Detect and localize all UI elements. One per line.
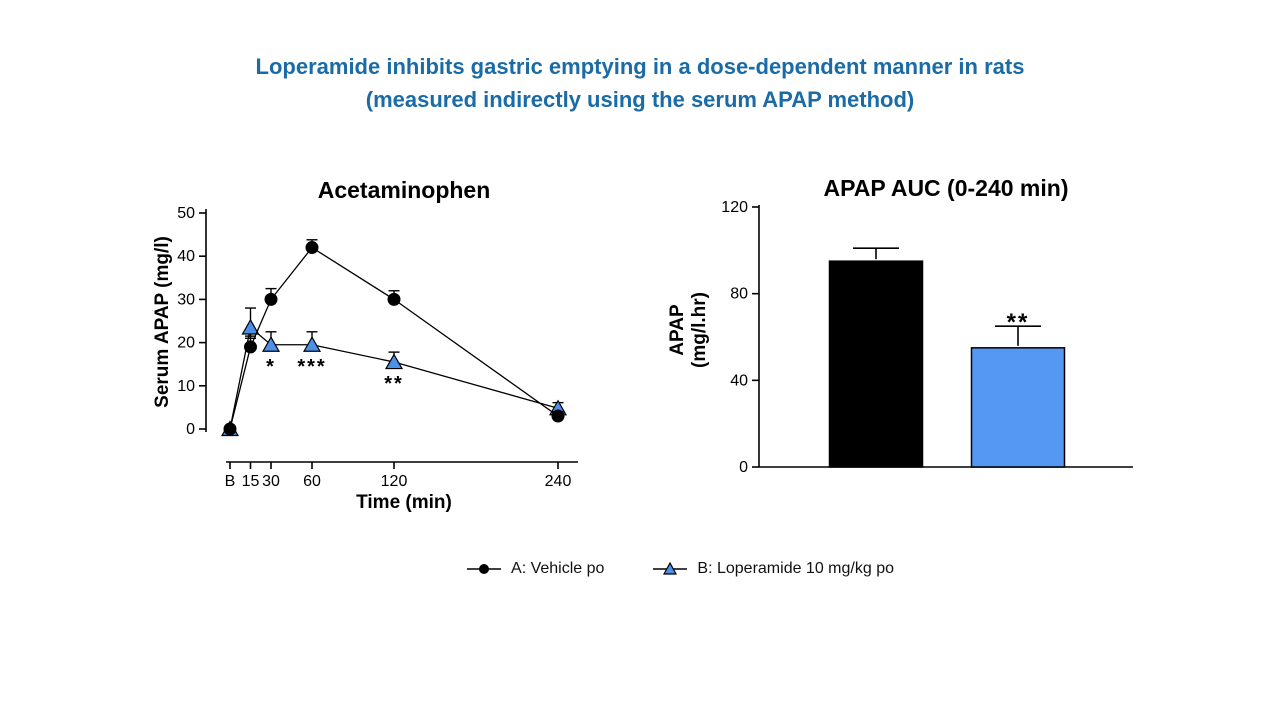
chart-legend: A: Vehicle po B: Loperamide 10 mg/kg po bbox=[40, 560, 1280, 578]
svg-text:50: 50 bbox=[177, 205, 195, 222]
svg-text:120: 120 bbox=[381, 473, 408, 490]
svg-text:Time (min): Time (min) bbox=[356, 492, 452, 513]
svg-text:Serum APAP (mg/l): Serum APAP (mg/l) bbox=[152, 236, 173, 408]
svg-text:**: ** bbox=[384, 373, 404, 395]
svg-text:(mg/l.hr): (mg/l.hr) bbox=[689, 292, 710, 368]
svg-text:80: 80 bbox=[730, 286, 748, 303]
svg-text:0: 0 bbox=[186, 421, 195, 438]
svg-text:120: 120 bbox=[721, 199, 748, 216]
legend-item-vehicle: A: Vehicle po bbox=[466, 560, 604, 578]
legend-label-loperamide: B: Loperamide 10 mg/kg po bbox=[697, 560, 894, 577]
apap-auc-bar-chart: 0 40 80 120 APAP AUC (0-240 min) APAP (mg/l.hr… bbox=[667, 175, 1133, 476]
svg-text:APAP AUC (0-240 min): APAP AUC (0-240 min) bbox=[824, 175, 1069, 201]
triangle-marker-icon bbox=[653, 561, 688, 575]
svg-text:Acetaminophen: Acetaminophen bbox=[318, 177, 491, 203]
circle-marker-icon bbox=[467, 564, 502, 574]
svg-text:B: B bbox=[225, 473, 236, 490]
svg-text:40: 40 bbox=[730, 372, 748, 389]
slide-title-line1: Loperamide inhibits gastric emptying in … bbox=[255, 54, 1025, 79]
svg-text:0: 0 bbox=[739, 459, 748, 476]
svg-text:30: 30 bbox=[177, 291, 195, 308]
svg-text:60: 60 bbox=[303, 473, 321, 490]
legend-label-vehicle: A: Vehicle po bbox=[511, 560, 605, 577]
svg-text:***: *** bbox=[297, 356, 326, 378]
svg-text:15: 15 bbox=[242, 473, 260, 490]
slide-title-line2: (measured indirectly using the serum APA… bbox=[365, 87, 915, 112]
svg-text:240: 240 bbox=[545, 473, 572, 490]
svg-text:40: 40 bbox=[177, 248, 195, 265]
slide-title: Loperamide inhibits gastric emptying in … bbox=[0, 50, 1280, 116]
svg-text:10: 10 bbox=[177, 378, 195, 395]
svg-text:*: * bbox=[266, 356, 276, 378]
svg-text:APAP: APAP bbox=[667, 304, 688, 356]
svg-text:**: ** bbox=[1007, 309, 1030, 336]
svg-text:20: 20 bbox=[177, 335, 195, 352]
legend-item-loperamide: B: Loperamide 10 mg/kg po bbox=[652, 560, 894, 578]
svg-text:30: 30 bbox=[262, 473, 280, 490]
